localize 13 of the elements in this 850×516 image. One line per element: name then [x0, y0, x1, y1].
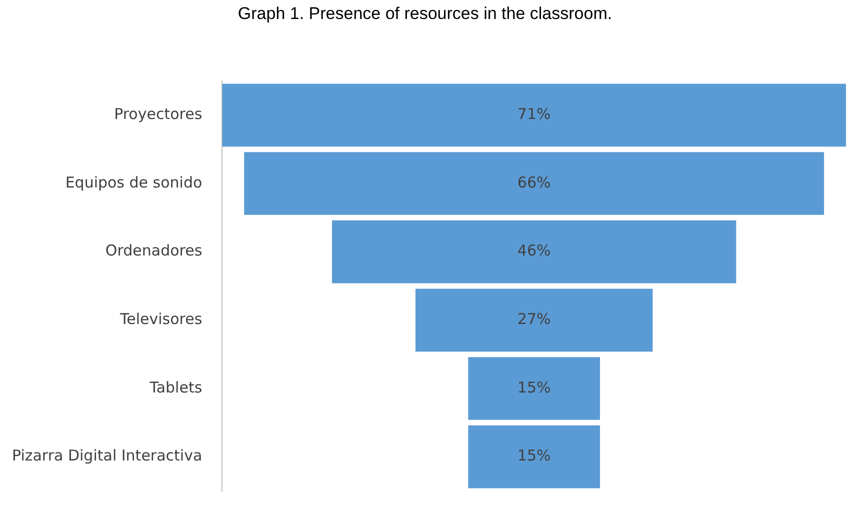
category-label: Pizarra Digital Interactiva — [12, 446, 202, 465]
data-label: 27% — [517, 310, 551, 328]
data-label: 71% — [517, 105, 551, 124]
data-label: 15% — [517, 446, 551, 465]
category-label: Ordenadores — [105, 242, 202, 260]
data-label: 15% — [517, 378, 551, 396]
category-label: Tablets — [148, 378, 202, 396]
text: Graph 1. Presence of resources in the classroom. — [236, 4, 614, 24]
category-label: Equipos de sonido — [65, 173, 202, 192]
data-label: 46% — [517, 242, 551, 260]
category-label: Televisores — [119, 310, 202, 328]
data-label: 66% — [517, 173, 551, 192]
category-label: Proyectores — [114, 105, 202, 124]
